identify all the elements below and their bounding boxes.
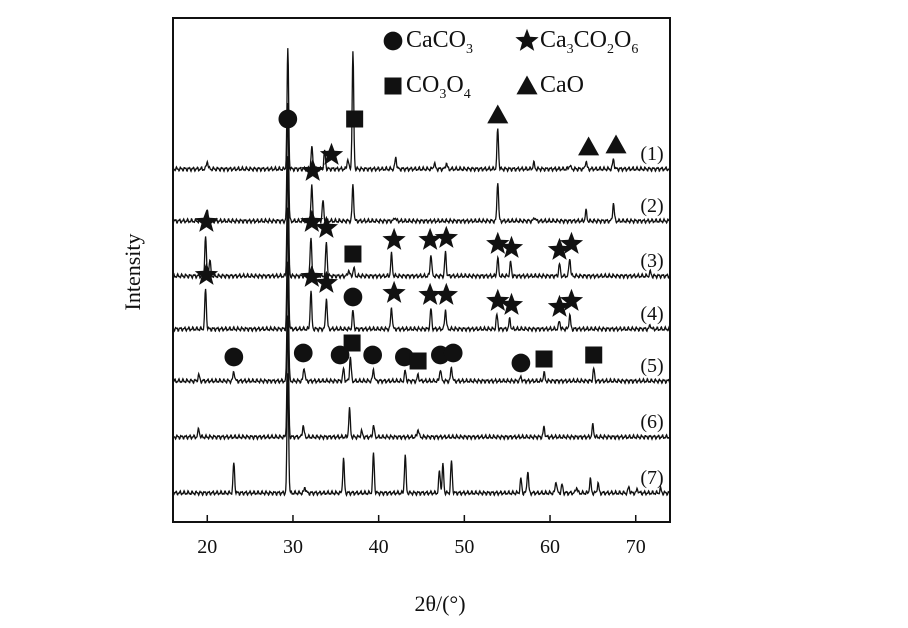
x-tick-label: 50 [454,536,474,558]
circle-marker [383,31,403,51]
star-marker [382,227,406,250]
legend: CaCO3 Ca3CO2O6 CO3O4 CaO [383,27,638,102]
star-marker [418,227,442,250]
star-marker [434,282,458,305]
series-line [173,48,670,173]
series-label: (7) [640,467,663,489]
star-marker [300,264,324,287]
triangle-marker [578,136,600,156]
series-line [173,207,670,333]
circle-marker [511,353,531,373]
star-marker [314,270,338,293]
legend-entry: CaO [540,72,584,98]
square-marker [346,110,364,128]
triangle-marker [605,134,627,154]
triangle-marker [516,75,538,95]
series-label: (4) [640,303,663,325]
circle-marker [278,109,298,129]
x-tick-label: 70 [626,536,646,558]
x-axis: 20 30 40 50 60 70 [197,515,646,558]
series-label: (6) [640,411,663,433]
star-marker [486,288,510,311]
star-marker [382,280,406,303]
circle-marker [363,345,383,365]
star-marker [194,262,219,285]
series-line [173,102,670,225]
legend-entry: CaCO3 [406,27,473,57]
triangle-marker [487,104,509,124]
x-axis-label: 2θ/(°) [414,591,465,616]
star-marker [434,225,458,248]
star-marker [300,209,324,232]
x-tick-label: 30 [283,536,303,558]
square-marker [585,346,603,364]
series-label: (5) [640,355,663,377]
star-marker [301,158,325,181]
x-tick-label: 60 [540,536,560,558]
circle-marker [224,347,244,367]
circle-marker [443,343,463,363]
square-marker [344,245,362,263]
plot-border [172,17,671,523]
series-line [173,156,670,280]
legend-entry: Ca3CO2O6 [540,27,638,57]
y-axis-label: Intensity [120,234,145,311]
star-marker [499,235,524,258]
star-marker [559,231,584,254]
square-marker [384,77,402,95]
star-marker [515,28,539,51]
series-line [173,315,670,441]
star-marker [559,288,584,311]
series-line [173,261,670,385]
circle-marker [395,347,414,367]
star-marker [418,282,442,305]
plot-frame [172,17,671,523]
star-marker [499,292,524,315]
square-marker [409,352,427,370]
x-tick-label: 20 [197,536,217,558]
series-line [173,373,670,497]
star-marker [547,294,572,317]
series-label: (3) [640,250,663,272]
series-labels: (1) (2) (3) (4) (5) (6) (7) [640,143,663,489]
star-marker [319,142,344,165]
circle-marker [343,287,363,307]
diffraction-curves [173,48,670,497]
star-marker [486,231,510,254]
series-label: (1) [640,143,663,165]
legend-entry: CO3O4 [406,72,471,102]
star-marker [314,215,338,238]
x-tick-label: 40 [369,536,389,558]
star-marker [547,237,572,260]
star-marker [194,209,219,232]
square-marker [535,350,553,368]
square-marker [343,334,361,352]
phase-markers [194,104,627,373]
series-label: (2) [640,195,663,217]
circle-marker [293,343,313,363]
